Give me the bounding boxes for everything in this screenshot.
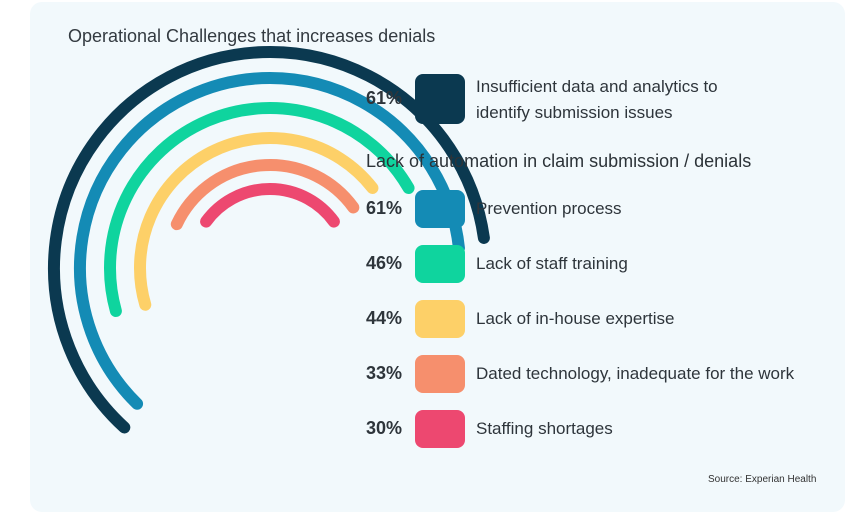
arc-2 <box>104 102 415 318</box>
source-note: Source: Experian Health <box>708 474 817 485</box>
arc-3 <box>134 132 379 311</box>
legend-label-2: Lack of staff training <box>476 254 628 273</box>
arc-4 <box>170 159 360 231</box>
value-label-0: 61% <box>366 88 403 108</box>
value-label-2: 46% <box>366 253 403 273</box>
legend-label-5: Staffing shortages <box>476 419 613 438</box>
value-label-3: 44% <box>366 308 403 328</box>
legend-label-0-line-2: identify submission issues <box>476 103 673 122</box>
legend-label-1: Prevention process <box>476 199 622 218</box>
swatch-5 <box>415 410 465 448</box>
swatch-0 <box>415 74 465 124</box>
swatch-2 <box>415 245 465 283</box>
chart-title: Operational Challenges that increases de… <box>68 26 436 46</box>
legend-label-0: Insufficient data and analytics to ident… <box>476 74 718 126</box>
legend-label-3: Lack of in-house expertise <box>476 309 675 328</box>
swatch-4 <box>415 355 465 393</box>
arc-1 <box>74 72 465 410</box>
legend-label-4: Dated technology, inadequate for the wor… <box>476 364 795 383</box>
group-heading: Lack of automation in claim submission /… <box>366 151 752 171</box>
value-label-1: 61% <box>366 198 403 218</box>
value-label-5: 30% <box>366 418 403 438</box>
swatch-1 <box>415 190 465 228</box>
arc-5 <box>200 183 340 228</box>
legend-label-0-line-1: Insufficient data and analytics to <box>476 77 718 96</box>
value-label-4: 33% <box>366 363 403 383</box>
swatch-3 <box>415 300 465 338</box>
